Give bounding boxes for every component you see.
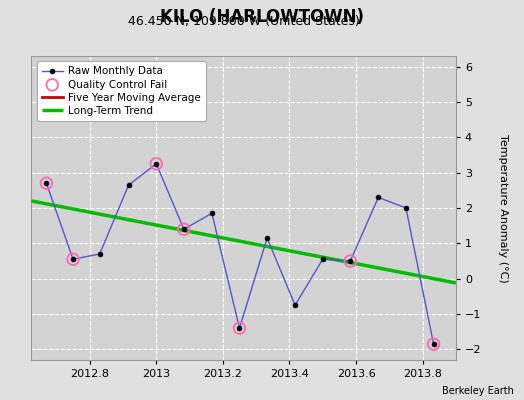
Raw Monthly Data	[70, 257, 76, 262]
Raw Monthly Data	[292, 303, 298, 308]
Raw Monthly Data	[96, 252, 103, 256]
Raw Monthly Data	[264, 236, 270, 240]
Quality Control Fail	[152, 161, 160, 167]
Raw Monthly Data	[347, 259, 354, 264]
Raw Monthly Data	[403, 206, 409, 210]
Title: 46.450 N, 109.800 W (United States): 46.450 N, 109.800 W (United States)	[128, 16, 359, 28]
Quality Control Fail	[235, 325, 244, 331]
Text: KILO (HARLOWTOWN): KILO (HARLOWTOWN)	[160, 8, 364, 26]
Legend: Raw Monthly Data, Quality Control Fail, Five Year Moving Average, Long-Term Tren: Raw Monthly Data, Quality Control Fail, …	[37, 61, 206, 121]
Quality Control Fail	[180, 226, 188, 232]
Raw Monthly Data	[209, 211, 215, 216]
Quality Control Fail	[69, 256, 77, 262]
Raw Monthly Data	[236, 326, 243, 330]
Text: Berkeley Earth: Berkeley Earth	[442, 386, 514, 396]
Raw Monthly Data	[126, 183, 132, 188]
Raw Monthly Data	[43, 181, 50, 186]
Raw Monthly Data	[153, 162, 159, 166]
Y-axis label: Temperature Anomaly (°C): Temperature Anomaly (°C)	[498, 134, 508, 282]
Quality Control Fail	[429, 341, 438, 347]
Quality Control Fail	[346, 258, 355, 264]
Quality Control Fail	[42, 180, 51, 186]
Raw Monthly Data	[375, 195, 381, 200]
Raw Monthly Data	[320, 257, 326, 262]
Line: Raw Monthly Data: Raw Monthly Data	[44, 161, 436, 346]
Raw Monthly Data	[181, 227, 187, 232]
Raw Monthly Data	[430, 342, 436, 346]
